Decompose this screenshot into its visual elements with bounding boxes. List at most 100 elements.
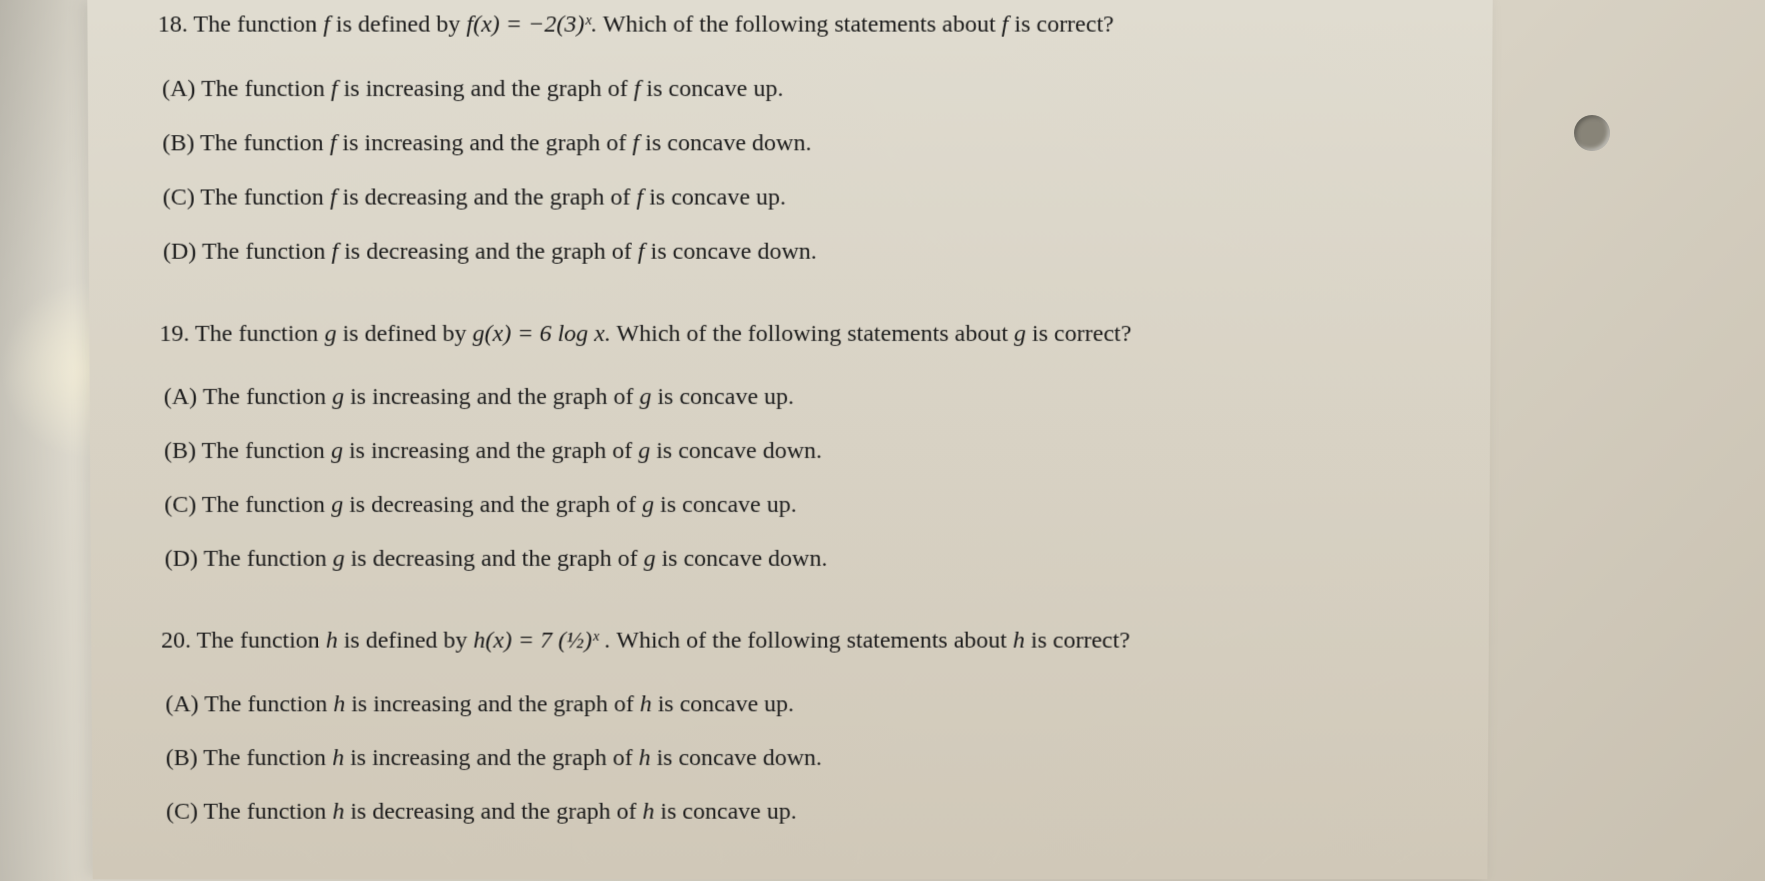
function-var: h (332, 745, 344, 771)
function-var: g (642, 492, 654, 518)
choice-text: is decreasing and the graph of (345, 546, 644, 572)
choice-text: is increasing and the graph of (344, 384, 639, 410)
function-var: g (639, 384, 651, 410)
choice-text: The function (201, 75, 331, 101)
choice-label: (D) (165, 546, 198, 572)
choice-a: (A) The function f is increasing and the… (158, 70, 1432, 106)
function-var: h (640, 691, 652, 717)
choice-text: is concave up. (651, 384, 794, 410)
choice-text: is increasing and the graph of (345, 691, 640, 717)
prompt-text: The function (197, 628, 326, 654)
choice-text: is concave down. (650, 438, 822, 464)
prompt-text: is correct? (1026, 320, 1131, 346)
function-var: g (331, 492, 343, 518)
prompt-text: Which of the following statements about (597, 11, 1001, 37)
function-var: g (1014, 320, 1026, 346)
choice-a: (A) The function g is increasing and the… (160, 379, 1431, 415)
question-number: 18. (158, 11, 188, 37)
choice-text: is decreasing and the graph of (337, 184, 637, 210)
choice-text: is concave up. (640, 75, 783, 101)
function-var: h (1013, 628, 1025, 654)
choice-label: (B) (166, 745, 198, 771)
prompt-text: is defined by (330, 11, 467, 37)
choice-text: is concave up. (655, 799, 797, 825)
choice-label: (B) (162, 130, 194, 156)
question-18-prompt: 18. The function f is defined by f(x) = … (158, 8, 1433, 42)
function-var: g (644, 546, 656, 572)
prompt-text: is defined by (338, 628, 474, 654)
question-20: 20. The function h is defined by h(x) = … (161, 625, 1429, 830)
question-number: 20. (161, 628, 191, 654)
choice-label: (C) (166, 799, 198, 825)
choice-text: The function (203, 384, 332, 410)
choice-text: The function (202, 492, 331, 518)
function-var: h (639, 745, 651, 771)
choice-label: (A) (165, 691, 198, 717)
choice-c: (C) The function f is decreasing and the… (159, 179, 1432, 215)
function-var: h (333, 691, 345, 717)
choice-text: The function (202, 238, 332, 264)
choice-text: is concave up. (652, 691, 794, 717)
choice-text: is increasing and the graph of (336, 130, 632, 156)
formula: g(x) = 6 log x. (473, 320, 611, 346)
choice-b: (B) The function g is increasing and the… (160, 433, 1430, 469)
question-20-prompt: 20. The function h is defined by h(x) = … (161, 625, 1429, 658)
choice-c-partial: (C) The function h is decreasing and the… (162, 794, 1428, 830)
choice-text: is concave down. (650, 745, 821, 771)
choice-text: is decreasing and the graph of (344, 799, 642, 825)
choice-text: is decreasing and the graph of (338, 238, 638, 264)
formula: h(x) = 7 (½)ˣ . (473, 628, 610, 654)
choice-label: (A) (164, 384, 197, 410)
function-var: h (326, 628, 338, 654)
function-var: g (331, 438, 343, 464)
choice-text: The function (203, 799, 332, 825)
choice-text: The function (203, 546, 332, 572)
function-var: h (332, 799, 344, 825)
choice-text: is concave up. (643, 184, 786, 210)
function-var: g (638, 438, 650, 464)
choice-c: (C) The function g is decreasing and the… (160, 487, 1429, 523)
choice-text: is concave down. (656, 546, 828, 572)
prompt-text: The function (195, 320, 325, 346)
paper-hole-punch (1574, 115, 1610, 151)
question-19-prompt: 19. The function g is defined by g(x) = … (159, 317, 1430, 351)
prompt-text: The function (193, 11, 323, 37)
choice-text: is concave down. (639, 130, 811, 156)
prompt-text: Which of the following statements about (611, 320, 1014, 346)
function-var: g (333, 546, 345, 572)
choice-text: is increasing and the graph of (344, 745, 638, 771)
choice-d: (D) The function f is decreasing and the… (159, 233, 1431, 269)
prompt-text: is correct? (1008, 11, 1114, 37)
choice-text: is concave down. (645, 238, 817, 264)
choice-text: is decreasing and the graph of (343, 492, 642, 518)
choice-d: (D) The function g is decreasing and the… (161, 541, 1430, 577)
question-19: 19. The function g is defined by g(x) = … (159, 317, 1430, 577)
question-number: 19. (159, 320, 189, 346)
choice-text: The function (200, 184, 330, 210)
page-shadow (0, 0, 100, 881)
choice-text: is increasing and the graph of (337, 75, 633, 101)
choice-text: The function (203, 745, 332, 771)
choice-label: (C) (164, 492, 196, 518)
choice-label: (C) (163, 184, 195, 210)
prompt-text: is correct? (1025, 628, 1130, 654)
choice-b: (B) The function f is increasing and the… (158, 125, 1431, 161)
choice-b: (B) The function h is increasing and the… (162, 740, 1429, 776)
choice-a: (A) The function h is increasing and the… (161, 686, 1428, 722)
choice-text: The function (202, 438, 331, 464)
function-var: g (324, 320, 336, 346)
choice-text: The function (204, 691, 333, 717)
choice-label: (B) (164, 438, 196, 464)
choice-text: is increasing and the graph of (343, 438, 638, 464)
function-var: h (643, 799, 655, 825)
worksheet-page: 18. The function f is defined by f(x) = … (87, 0, 1492, 879)
question-18: 18. The function f is defined by f(x) = … (158, 8, 1433, 269)
prompt-text: Which of the following statements about (611, 628, 1013, 654)
prompt-text: is defined by (336, 320, 472, 346)
function-var: g (332, 384, 344, 410)
choice-label: (D) (163, 238, 197, 264)
formula: f(x) = −2(3)ˣ. (466, 11, 597, 37)
choice-label: (A) (162, 75, 196, 101)
choice-text: The function (200, 130, 330, 156)
choice-text: is concave up. (654, 492, 797, 518)
